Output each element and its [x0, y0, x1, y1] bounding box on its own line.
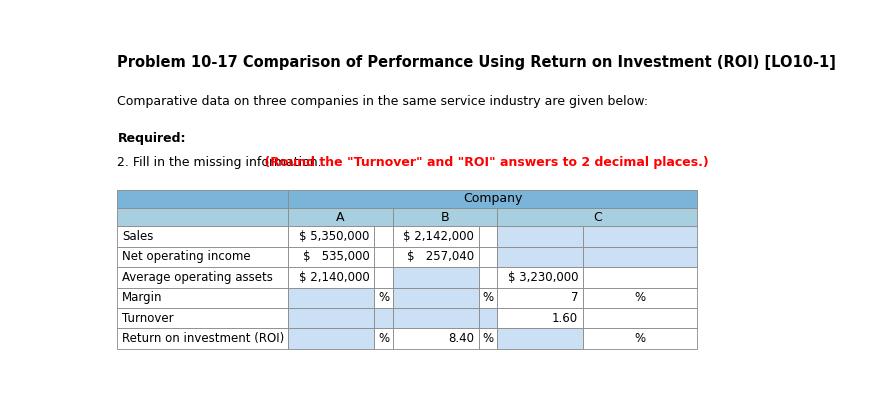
Text: A: A — [336, 211, 345, 224]
Text: %: % — [378, 332, 389, 345]
Bar — [117, 328, 288, 349]
Bar — [392, 226, 479, 247]
Text: Comparative data on three companies in the same service industry are given below: Comparative data on three companies in t… — [117, 95, 649, 108]
Bar — [479, 287, 497, 308]
Bar — [497, 226, 583, 247]
Text: %: % — [482, 291, 494, 304]
Text: 1.60: 1.60 — [552, 312, 579, 325]
Text: %: % — [482, 332, 494, 345]
Text: B: B — [440, 211, 449, 224]
Bar — [583, 308, 697, 328]
Bar — [374, 328, 392, 349]
Bar — [479, 308, 497, 328]
Text: $   535,000: $ 535,000 — [302, 251, 370, 264]
Bar — [374, 308, 392, 328]
Text: %: % — [378, 291, 389, 304]
Text: Margin: Margin — [122, 291, 163, 304]
Text: Problem 10-17 Comparison of Performance Using Return on Investment (ROI) [LO10-1: Problem 10-17 Comparison of Performance … — [117, 55, 836, 70]
Bar — [392, 208, 497, 226]
Bar — [117, 267, 288, 287]
Bar — [288, 190, 697, 208]
Bar — [117, 226, 288, 247]
Text: (Round the "Turnover" and "ROI" answers to 2 decimal places.): (Round the "Turnover" and "ROI" answers … — [260, 156, 708, 169]
Bar — [583, 328, 697, 349]
Bar — [497, 308, 583, 328]
Text: Average operating assets: Average operating assets — [122, 271, 273, 284]
Bar — [288, 226, 374, 247]
Bar — [374, 287, 392, 308]
Text: %: % — [635, 332, 646, 345]
Bar — [583, 287, 697, 308]
Bar — [288, 208, 392, 226]
Bar — [497, 247, 583, 267]
Bar — [288, 267, 374, 287]
Bar — [479, 267, 497, 287]
Bar — [497, 328, 583, 349]
Bar — [117, 287, 288, 308]
Text: 2. Fill in the missing information.: 2. Fill in the missing information. — [117, 156, 322, 169]
Bar — [392, 287, 479, 308]
Bar — [288, 308, 374, 328]
Bar — [288, 287, 374, 308]
Text: $ 3,230,000: $ 3,230,000 — [508, 271, 579, 284]
Bar — [392, 308, 479, 328]
Text: Turnover: Turnover — [122, 312, 174, 325]
Bar — [479, 328, 497, 349]
Bar — [497, 208, 697, 226]
Bar — [497, 267, 583, 287]
Bar — [583, 226, 697, 247]
Bar — [583, 247, 697, 267]
Text: %: % — [635, 291, 646, 304]
Text: Company: Company — [463, 193, 523, 205]
Text: Sales: Sales — [122, 230, 154, 243]
Bar — [497, 287, 583, 308]
Text: Net operating income: Net operating income — [122, 251, 251, 264]
Bar — [117, 247, 288, 267]
Text: Required:: Required: — [117, 132, 186, 145]
Bar — [392, 267, 479, 287]
Bar — [374, 247, 392, 267]
Text: $   257,040: $ 257,040 — [406, 251, 474, 264]
Bar — [117, 208, 288, 226]
Text: 7: 7 — [571, 291, 579, 304]
Bar — [374, 267, 392, 287]
Text: $ 2,140,000: $ 2,140,000 — [299, 271, 370, 284]
Text: C: C — [593, 211, 601, 224]
Bar — [392, 247, 479, 267]
Bar — [288, 247, 374, 267]
Bar — [374, 226, 392, 247]
Text: $ 2,142,000: $ 2,142,000 — [403, 230, 474, 243]
Text: $ 5,350,000: $ 5,350,000 — [299, 230, 370, 243]
Bar — [392, 328, 479, 349]
Bar — [288, 328, 374, 349]
Bar — [479, 226, 497, 247]
Text: Return on investment (ROI): Return on investment (ROI) — [122, 332, 284, 345]
Bar — [479, 247, 497, 267]
Bar — [117, 308, 288, 328]
Bar — [583, 267, 697, 287]
Text: 8.40: 8.40 — [447, 332, 474, 345]
Bar — [117, 190, 288, 208]
